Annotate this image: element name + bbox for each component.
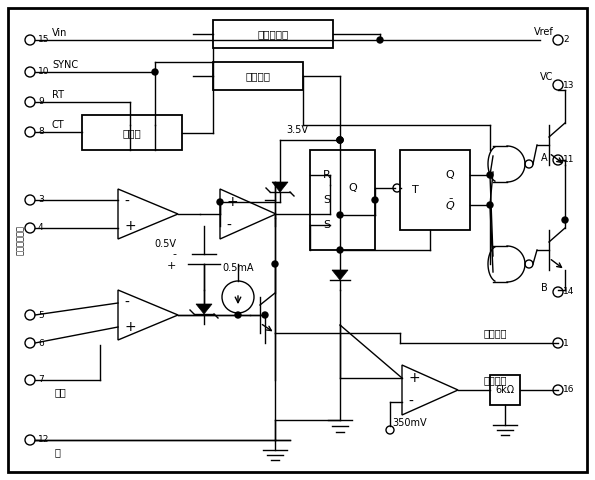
Text: Vref: Vref [534,27,554,37]
Circle shape [337,137,343,143]
Text: 12: 12 [38,435,49,444]
Text: 10: 10 [38,68,49,76]
Circle shape [152,69,158,75]
Text: R: R [323,170,331,180]
Bar [400,150,470,230]
Text: -: - [124,296,129,310]
Text: 5: 5 [38,311,44,320]
Circle shape [487,172,493,178]
Text: SYNC: SYNC [52,60,78,70]
Text: 2: 2 [563,36,569,45]
Circle shape [372,197,378,203]
Bar [213,20,333,48]
Text: -: - [408,395,413,409]
Text: +: + [124,219,136,233]
Text: 9: 9 [38,97,44,107]
Circle shape [562,217,568,223]
Text: 0.5mA: 0.5mA [223,263,253,273]
Text: 14: 14 [563,288,574,297]
Text: RT: RT [52,90,64,100]
Text: 0.5V: 0.5V [154,239,176,249]
Text: 地: 地 [55,447,61,457]
Circle shape [487,202,493,208]
Text: -: - [226,219,231,233]
Circle shape [272,261,278,267]
Polygon shape [332,270,348,280]
Text: 电流限制: 电流限制 [484,328,507,338]
Text: A: A [541,153,548,163]
Text: 15: 15 [38,36,49,45]
Text: Q: Q [348,183,357,193]
Circle shape [377,37,383,43]
Text: S: S [323,195,330,205]
Text: Vin: Vin [52,28,67,38]
Text: 350mV: 350mV [392,418,427,428]
Text: 1: 1 [563,338,569,348]
Text: T: T [412,185,419,195]
Text: 关闭信号: 关闭信号 [484,375,507,385]
Bar [490,375,520,405]
Text: VC: VC [540,72,553,82]
Text: B: B [541,283,548,293]
Circle shape [337,137,343,143]
Text: 振荡器: 振荡器 [123,128,142,138]
Text: 13: 13 [563,81,575,89]
Text: 电流测定设定: 电流测定设定 [15,225,24,255]
Text: -: - [124,195,129,209]
Text: +: + [124,320,136,334]
Text: 4: 4 [38,224,43,232]
Circle shape [337,137,343,143]
Circle shape [337,247,343,253]
Bar [213,62,303,90]
Text: +: + [408,371,419,385]
Text: CT: CT [52,120,65,130]
Text: -: - [172,249,176,259]
Text: 基准调整器: 基准调整器 [258,29,289,39]
Circle shape [217,199,223,205]
Circle shape [262,312,268,318]
Text: 3: 3 [38,195,44,204]
Bar [310,150,375,250]
Text: 6kΩ: 6kΩ [496,385,515,395]
Bar [82,115,182,150]
Text: 欠压锁定: 欠压锁定 [246,71,271,81]
Text: S: S [323,220,330,230]
Polygon shape [196,304,212,314]
Polygon shape [272,182,288,192]
Text: 3.5V: 3.5V [286,125,308,135]
Circle shape [337,212,343,218]
Text: +: + [167,261,176,271]
Text: $\bar{Q}$: $\bar{Q}$ [445,197,455,213]
Text: Q: Q [445,170,454,180]
Text: 7: 7 [38,375,44,384]
Circle shape [235,312,241,318]
Text: +: + [226,195,237,209]
Text: 8: 8 [38,128,44,136]
Text: 补偿: 补偿 [55,387,67,397]
Text: 6: 6 [38,338,44,348]
Text: 11: 11 [563,156,575,165]
Text: 16: 16 [563,385,575,395]
